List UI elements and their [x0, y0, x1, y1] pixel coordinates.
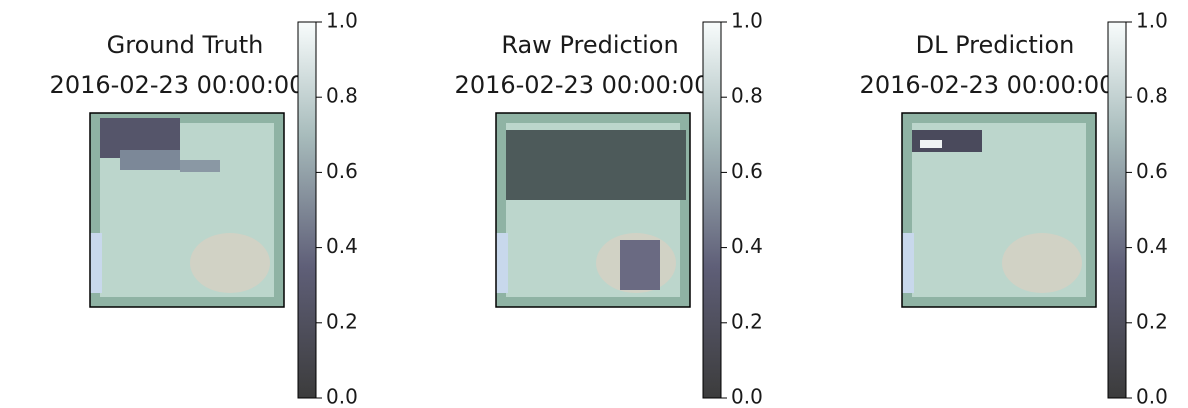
colorbar-tick-label: 0.0: [731, 385, 763, 408]
colorbar-tick-label: 0.4: [731, 234, 763, 258]
panel: Raw Prediction 2016-02-23 00:00:00 0.0 0.2 0…: [455, 9, 763, 408]
colorbar-tick-label: 0.2: [731, 309, 763, 333]
colorbar-tick-label: 0.2: [1136, 309, 1168, 333]
colorbar-tick-label: 0.6: [326, 159, 358, 183]
colorbar-tick-label: 1.0: [1136, 9, 1168, 33]
colorbar-tick-label: 1.0: [326, 9, 358, 33]
colorbar: [1108, 22, 1126, 398]
colorbar: [298, 22, 316, 398]
colorbar-tick-label: 0.8: [731, 84, 763, 108]
panel: DL Prediction 2016-02-23 00:00:00 0.0 0.2 0.…: [860, 9, 1168, 408]
map-patch: [620, 240, 660, 290]
map-patch: [180, 160, 220, 172]
colorbar-tick-label: 0.0: [326, 385, 358, 408]
map-patch: [506, 130, 686, 200]
chart-title: DL Prediction: [916, 31, 1075, 59]
figure: Ground Truth 2016-02-23 00:00:00 0.0 0.2 0.4…: [0, 0, 1188, 408]
colorbar-tick-label: 0.4: [1136, 234, 1168, 258]
panel: Ground Truth 2016-02-23 00:00:00 0.0 0.2 0.4…: [50, 9, 358, 408]
colorbar-tick-label: 0.8: [326, 84, 358, 108]
chart-title: Raw Prediction: [501, 31, 678, 59]
colorbar-tick-label: 0.6: [731, 159, 763, 183]
map-sea: [90, 233, 102, 293]
colorbar-tick-label: 0.6: [1136, 159, 1168, 183]
map-sea: [496, 233, 508, 293]
colorbar-tick-label: 0.0: [1136, 385, 1168, 408]
colorbar-tick-label: 0.8: [1136, 84, 1168, 108]
chart-title: Ground Truth: [107, 31, 264, 59]
chart-subtitle: 2016-02-23 00:00:00: [50, 71, 305, 99]
map-relief: [190, 233, 270, 293]
map-relief: [1002, 233, 1082, 293]
map-patch: [120, 150, 180, 170]
chart-subtitle: 2016-02-23 00:00:00: [455, 71, 710, 99]
colorbar: [703, 22, 721, 398]
map-sea: [902, 233, 914, 293]
colorbar-tick-label: 1.0: [731, 9, 763, 33]
chart-subtitle: 2016-02-23 00:00:00: [860, 71, 1115, 99]
map-patch: [920, 140, 942, 148]
colorbar-tick-label: 0.4: [326, 234, 358, 258]
colorbar-tick-label: 0.2: [326, 309, 358, 333]
